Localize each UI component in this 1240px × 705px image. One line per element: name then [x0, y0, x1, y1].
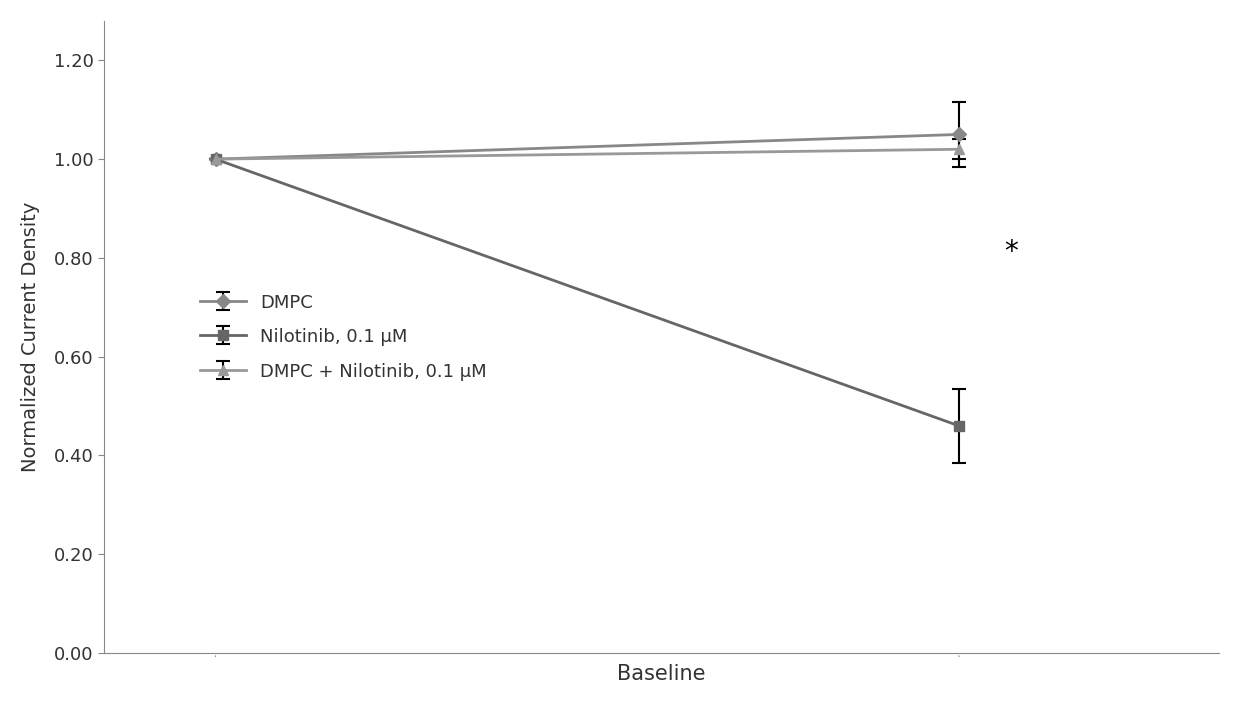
Y-axis label: Normalized Current Density: Normalized Current Density	[21, 202, 40, 472]
X-axis label: Baseline: Baseline	[618, 664, 706, 684]
Legend: DMPC, Nilotinib, 0.1 μM, DMPC + Nilotinib, 0.1 μM: DMPC, Nilotinib, 0.1 μM, DMPC + Nilotini…	[193, 286, 494, 388]
Text: *: *	[1004, 238, 1018, 266]
